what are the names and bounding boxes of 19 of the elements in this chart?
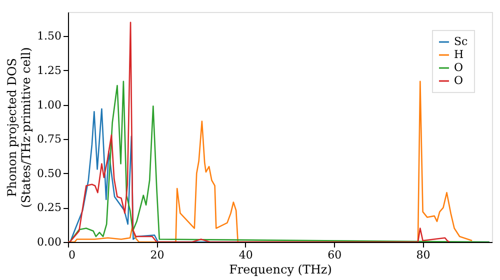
y-tick-label: 0.25: [37, 201, 62, 214]
legend-label: H: [454, 48, 464, 61]
x-axis-title: Frequency (THz): [229, 262, 332, 276]
line-series: [68, 22, 450, 242]
y-tick-label: 1.00: [37, 98, 62, 112]
y-tick-label: 1.50: [37, 30, 62, 43]
legend-label: O: [454, 61, 464, 74]
legend-label: Sc: [454, 35, 468, 48]
y-tick-label: 0.00: [37, 236, 62, 248]
x-tick-label: 80: [416, 248, 430, 262]
x-tick-label: 60: [328, 248, 342, 262]
x-tick-label: 0: [68, 248, 76, 262]
y-tick-label: 0.75: [37, 132, 62, 146]
y-axis-title: Phonon projected DOS (States/THz·primitive cell): [5, 47, 34, 208]
y-tick-label: 1.25: [37, 64, 62, 77]
x-tick-label: 20: [150, 248, 164, 262]
y-tick-label: 0.50: [37, 166, 62, 180]
x-tick-label: 40: [238, 248, 253, 262]
legend-label: O: [454, 74, 464, 87]
